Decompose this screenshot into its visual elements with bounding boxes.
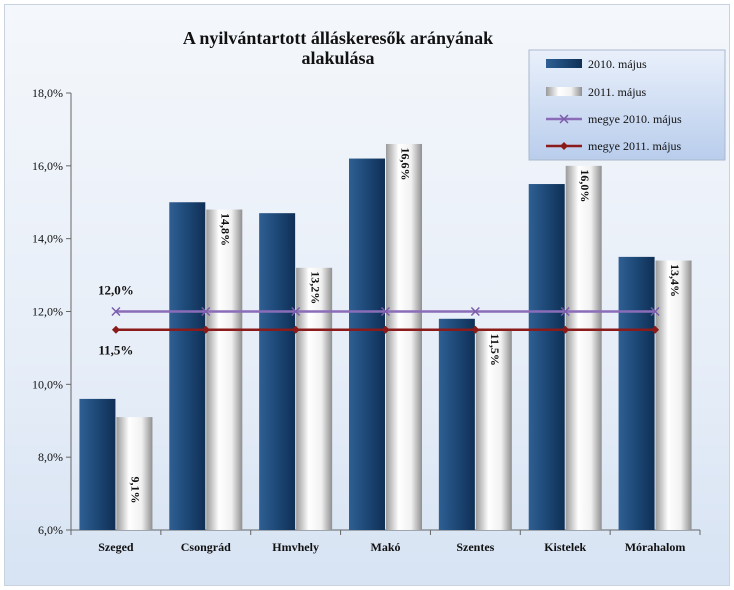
y-tick-label: 12,0% xyxy=(32,305,63,319)
bar-2011-data-label: 16,6% xyxy=(398,147,412,180)
legend-label-megye-2010: megye 2010. május xyxy=(588,112,682,126)
legend-label-2010: 2010. május xyxy=(588,57,647,71)
bar-2011 xyxy=(116,417,153,530)
series-lines xyxy=(111,306,660,334)
bar-2010 xyxy=(438,318,475,530)
bar-2011-data-label: 11,5% xyxy=(488,334,502,366)
legend-item-2011: 2011. május xyxy=(546,85,647,99)
bar-2010 xyxy=(79,398,116,530)
chart-title-line-1: A nyilvántartott álláskeresők arányának xyxy=(183,28,493,48)
bar-2011-data-label: 13,4% xyxy=(668,264,682,297)
point-megye-2011 xyxy=(561,325,570,334)
bar-2011-data-label: 16,0% xyxy=(578,169,592,202)
chart-title-line-2: alakulása xyxy=(301,48,374,68)
bar-2010 xyxy=(618,256,655,530)
y-tick-label: 18,0% xyxy=(32,86,63,100)
bar-2011 xyxy=(475,329,512,530)
bar-2011-data-label: 13,2% xyxy=(308,271,322,304)
bar-2010 xyxy=(528,184,565,530)
point-megye-2011 xyxy=(111,325,120,334)
legend-swatch-2010 xyxy=(546,59,582,68)
point-megye-2010 xyxy=(291,306,301,317)
point-megye-2011 xyxy=(291,325,300,334)
bar-2011 xyxy=(386,143,422,530)
bar-2011 xyxy=(206,209,243,531)
bar-2010 xyxy=(349,158,385,531)
x-tick-label: Hmvhely xyxy=(272,540,319,554)
point-megye-2010 xyxy=(380,306,391,317)
legend-marker-diamond xyxy=(560,142,568,150)
legend-marker-x xyxy=(559,114,569,124)
legend-box xyxy=(528,49,726,161)
y-tick-label: 10,0% xyxy=(32,377,63,391)
x-tick-label: Csongrád xyxy=(181,540,231,554)
data-labels: 9,1% 14,8% 13,2% 16,6% 11,5% 16,0% 13,4% 12,0% 1… xyxy=(98,147,682,503)
point-megye-2010 xyxy=(650,306,660,317)
legend-item-megye-2010: megye 2010. május xyxy=(546,112,682,126)
x-tick-label: Kistelek xyxy=(544,540,586,554)
bar-2011 xyxy=(296,267,333,530)
point-megye-2011 xyxy=(471,325,480,334)
legend: 2010. május 2011. május megye 2010. máju… xyxy=(528,49,726,161)
legend-label-megye-2011: megye 2011. május xyxy=(588,139,682,153)
bar-2010 xyxy=(169,202,206,530)
bar-2011 xyxy=(565,165,602,531)
y-axis-ticks: 6,0% 8,0% 10,0% 12,0% 14,0% 16,0% 18,0% xyxy=(32,86,71,537)
x-tick-label: Szentes xyxy=(456,540,494,554)
x-tick-label: Makó xyxy=(371,540,401,554)
y-tick-label: 16,0% xyxy=(32,159,63,173)
x-tick-label: Mórahalom xyxy=(625,540,686,554)
bar-2011-data-label: 14,8% xyxy=(219,213,233,246)
legend-label-2011: 2011. május xyxy=(588,85,647,99)
point-megye-2010 xyxy=(111,306,121,317)
x-tick-label: Szeged xyxy=(98,540,134,554)
bars xyxy=(79,143,692,531)
legend-swatch-2011 xyxy=(546,87,582,96)
y-tick-label: 14,0% xyxy=(32,232,63,246)
legend-item-megye-2011: megye 2011. május xyxy=(546,139,682,153)
legend-item-2010: 2010. május xyxy=(546,57,647,71)
point-megye-2010 xyxy=(201,306,211,317)
point-megye-2011 xyxy=(201,325,210,334)
bar-2010 xyxy=(259,213,296,531)
x-axis-ticks: Szeged Csongrád Hmvhely Makó Szentes Kistelek… xyxy=(70,530,701,554)
line-megye-2011-data-label: 11,5% xyxy=(98,343,133,358)
point-megye-2011 xyxy=(651,325,660,334)
y-tick-label: 8,0% xyxy=(38,450,63,464)
bar-2011 xyxy=(655,260,692,530)
point-megye-2010 xyxy=(560,306,570,317)
y-tick-label: 6,0% xyxy=(38,523,63,537)
line-megye-2010-data-label: 12,0% xyxy=(98,283,134,298)
point-megye-2010 xyxy=(470,306,480,317)
point-megye-2011 xyxy=(381,325,390,334)
bar-2011-data-label: 9,1% xyxy=(129,477,143,504)
